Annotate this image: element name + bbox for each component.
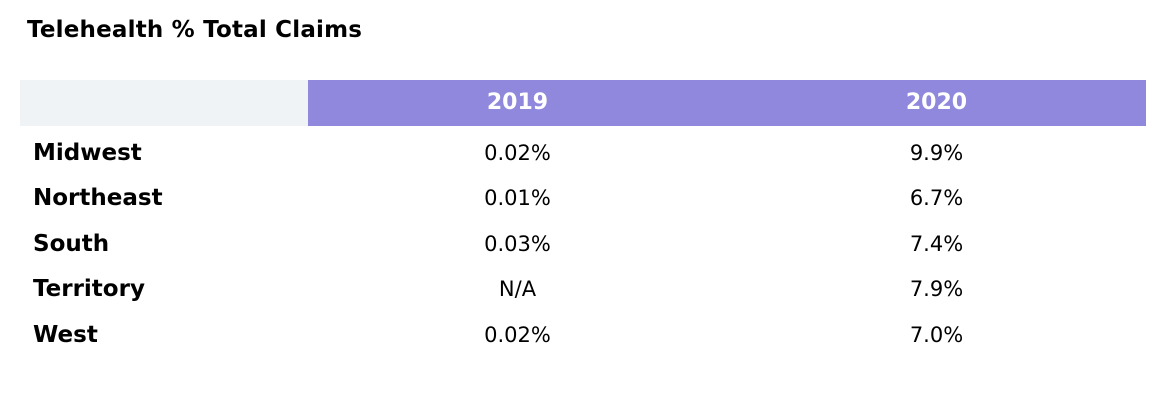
cell-2020: 6.7% — [909, 186, 964, 211]
cell-2019: 0.02% — [484, 322, 551, 347]
cell-2020: 7.9% — [909, 277, 964, 302]
table-row: Northeast 0.01% 6.7% — [20, 176, 1146, 222]
row-label: South — [33, 230, 110, 257]
column-header-2019: 2019 — [486, 90, 549, 115]
table-body: Midwest 0.02% 9.9% Northeast 0.01% 6.7% … — [20, 126, 1146, 358]
row-label: Midwest — [33, 139, 142, 166]
table-row: Midwest 0.02% 9.9% — [20, 130, 1146, 176]
cell-2019: 0.02% — [484, 140, 551, 165]
cell-2020: 9.9% — [909, 140, 964, 165]
header-cells: 2019 2020 — [308, 80, 1146, 126]
cell-2020: 7.0% — [909, 322, 964, 347]
cell-2019: 0.01% — [484, 186, 551, 211]
column-header-2020: 2020 — [905, 90, 968, 115]
header-stub — [20, 80, 308, 126]
cell-2019: N/A — [498, 277, 537, 302]
cell-2019: 0.03% — [484, 231, 551, 256]
table-row: South 0.03% 7.4% — [20, 221, 1146, 267]
table-row: West 0.02% 7.0% — [20, 312, 1146, 358]
header-row: 2019 2020 — [20, 80, 1146, 126]
row-label: Northeast — [33, 185, 163, 212]
row-label: Territory — [33, 276, 145, 303]
cell-2020: 7.4% — [909, 231, 964, 256]
row-label: West — [33, 321, 98, 348]
claims-table: 2019 2020 Midwest 0.02% 9.9% Northeast 0… — [20, 80, 1146, 358]
table-row: Territory N/A 7.9% — [20, 267, 1146, 313]
table-title: Telehealth % Total Claims — [27, 17, 363, 43]
